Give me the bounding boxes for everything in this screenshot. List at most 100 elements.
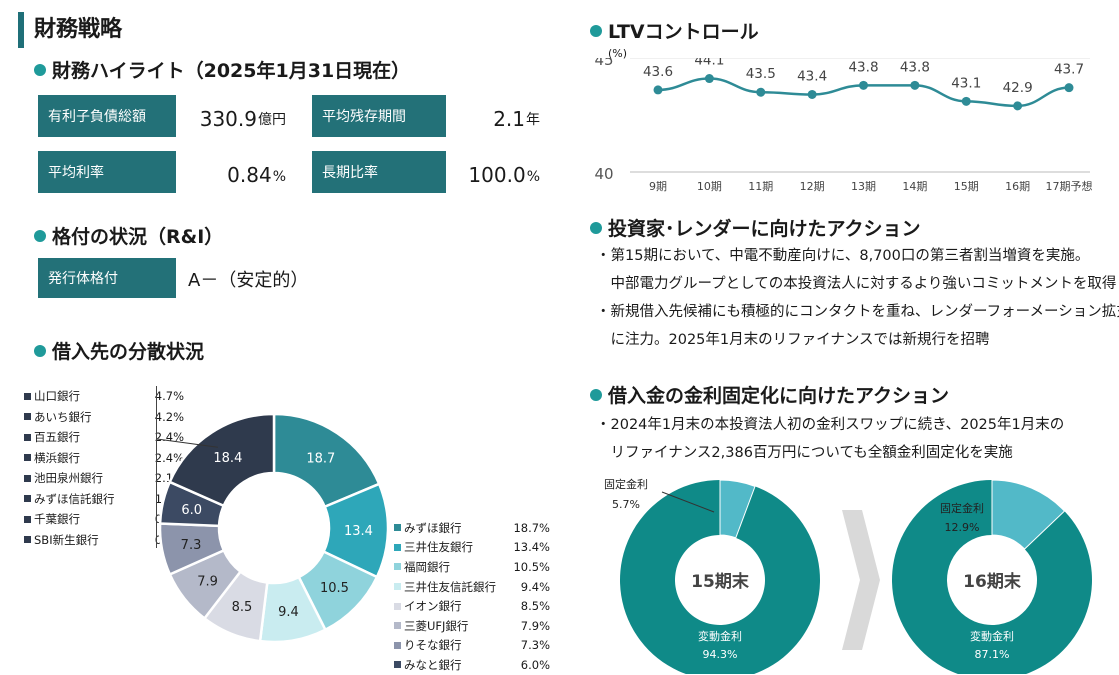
ltv-point	[704, 74, 714, 84]
legend-swatch	[24, 392, 31, 400]
legend-item: イオン銀行 8.5%	[394, 596, 550, 616]
ltv-data-label: 43.8	[900, 59, 930, 75]
highlight-value-debt: 330.9 億円	[176, 95, 286, 131]
investor-action-line: に注力。2025年1月末のリファイナンスでは新規行を招聘	[596, 332, 990, 348]
x-tick-label: 12期	[800, 180, 825, 193]
highlight-label-rate: 平均利率	[38, 151, 176, 193]
legend-label: 三井住友銀行	[404, 540, 473, 555]
fixed-rate-label: 固定金利	[604, 477, 648, 491]
legend-value: 18.7%	[513, 520, 550, 535]
donut-slice	[272, 412, 381, 509]
ltv-point	[961, 96, 971, 106]
legend-swatch	[24, 413, 31, 421]
y-tick-label: 45	[594, 58, 613, 69]
legend-label: 福岡銀行	[404, 559, 450, 574]
slice-label: 9.4	[278, 605, 299, 620]
ltv-point	[859, 80, 868, 90]
fixed-rate-action-title: 借入金の金利固定化に向けたアクション	[590, 381, 949, 408]
legend-swatch	[394, 563, 401, 571]
legend-value: 7.3%	[520, 638, 550, 653]
ltv-point	[1064, 83, 1074, 93]
donut-slice	[168, 412, 276, 508]
investor-action-line: ・新規借入先候補にも積極的にコンタクトを重ね、レンダーフォーメーション拡充	[596, 304, 1119, 320]
legend-item: あいち銀行 4.2%	[24, 407, 184, 428]
fixed-rate-value: 12.9%	[945, 521, 980, 534]
x-tick-label: 15期	[954, 180, 979, 193]
legend-swatch	[394, 543, 401, 551]
legend-label: りそな銀行	[404, 638, 462, 653]
slice-label: 7.9	[197, 574, 218, 589]
legend-swatch	[394, 583, 401, 591]
bullet-dot-icon	[34, 63, 46, 76]
legend-item: 三井住友信託銀行 9.4%	[394, 577, 550, 597]
highlight-longterm-unit: %	[526, 169, 540, 185]
investor-action-line: 中部電力グループとしての本投資法人に対するより強いコミットメントを取得	[596, 276, 1117, 292]
legend-label: 池田泉州銀行	[34, 471, 103, 486]
floating-rate-value: 87.1%	[975, 648, 1010, 661]
highlight-longterm-number: 100.0	[468, 163, 526, 187]
rating-title-text: 格付の状況（R&I）	[52, 226, 224, 248]
highlight-rate-unit: %	[272, 169, 286, 185]
ltv-data-label: 43.4	[797, 68, 827, 84]
fixed-rate-label: 固定金利	[940, 501, 984, 515]
floating-rate-slice	[620, 480, 820, 674]
rating-value: A－（安定的）	[188, 270, 309, 291]
legend-swatch	[24, 454, 31, 462]
slice-label: 10.5	[320, 581, 349, 596]
lenders-title: 借入先の分散状況	[34, 337, 204, 364]
x-tick-label: 10期	[697, 180, 722, 193]
legend-value: 7.9%	[520, 618, 550, 633]
legend-item: 横浜銀行 2.4%	[24, 448, 184, 469]
ltv-title: LTVコントロール	[590, 17, 759, 44]
lenders-title-text: 借入先の分散状況	[52, 341, 205, 363]
legend-value: 8.5%	[520, 599, 550, 614]
rating-title: 格付の状況（R&I）	[34, 222, 223, 249]
leader-line	[156, 438, 218, 448]
bullet-dot-icon	[590, 221, 602, 234]
legend-label: 三菱UFJ銀行	[404, 618, 469, 633]
legend-swatch	[394, 661, 401, 669]
investor-action-title: 投資家･レンダーに向けたアクション	[590, 214, 921, 241]
legend-swatch	[24, 433, 31, 441]
legend-item: 三菱UFJ銀行 7.9%	[394, 616, 550, 636]
fixed-rate-action-body: ・2024年1月末の本投資法人初の金利スワップに続き、2025年1月末の リファ…	[596, 411, 1064, 467]
legend-label: イオン銀行	[404, 599, 462, 614]
slice-label: 8.5	[232, 600, 253, 615]
bullet-dot-icon	[590, 388, 602, 401]
ltv-data-label: 43.6	[643, 64, 673, 80]
ltv-unit-label: (%)	[608, 47, 628, 60]
ltv-point	[653, 85, 663, 95]
legend-value: 2.4%	[154, 430, 184, 445]
legend-swatch	[394, 524, 401, 532]
highlight-duration-unit: 年	[526, 112, 540, 128]
legend-value: 6.0%	[520, 657, 550, 672]
x-tick-label: 17期予想	[1046, 179, 1093, 193]
legend-swatch	[24, 474, 31, 482]
legend-swatch	[394, 622, 401, 630]
legend-label: 千葉銀行	[34, 512, 80, 527]
legend-label: 横浜銀行	[34, 450, 80, 465]
slice-label: 6.0	[181, 503, 202, 518]
legend-value: 9.4%	[520, 579, 550, 594]
donut-center-label: 15期末	[691, 571, 750, 592]
lender-donut-chart: 18.7 13.4 10.5 9.4 8.5 7.9 7.3 6.0 18.4	[156, 412, 390, 644]
ltv-data-label: 44.1	[694, 58, 724, 69]
ltv-point	[807, 89, 817, 99]
investor-action-body: ・第15期において、中電不動産向けに、8,700口の第三者割当増資を実施。 中部…	[596, 242, 1119, 354]
legend-item: みなと銀行 6.0%	[394, 655, 550, 675]
ltv-point	[756, 87, 766, 97]
highlight-debt-unit: 億円	[258, 112, 286, 128]
ltv-data-label: 43.7	[1054, 62, 1084, 78]
ltv-data-label: 43.8	[848, 59, 878, 75]
slice-label: 18.4	[213, 451, 242, 466]
fixed-rate-action-line: ・2024年1月末の本投資法人初の金利スワップに続き、2025年1月末の	[596, 417, 1065, 433]
ltv-point	[910, 80, 920, 90]
legend-item: 福岡銀行 10.5%	[394, 557, 550, 577]
next-arrow-icon	[842, 510, 880, 650]
legend-label: 山口銀行	[34, 389, 80, 404]
highlights-title: 財務ハイライト（2025年1月31日現在）	[34, 56, 410, 83]
floating-rate-slice	[892, 480, 1092, 674]
legend-swatch	[24, 536, 31, 544]
slice-label: 18.7	[306, 452, 335, 467]
legend-label: あいち銀行	[34, 409, 92, 424]
